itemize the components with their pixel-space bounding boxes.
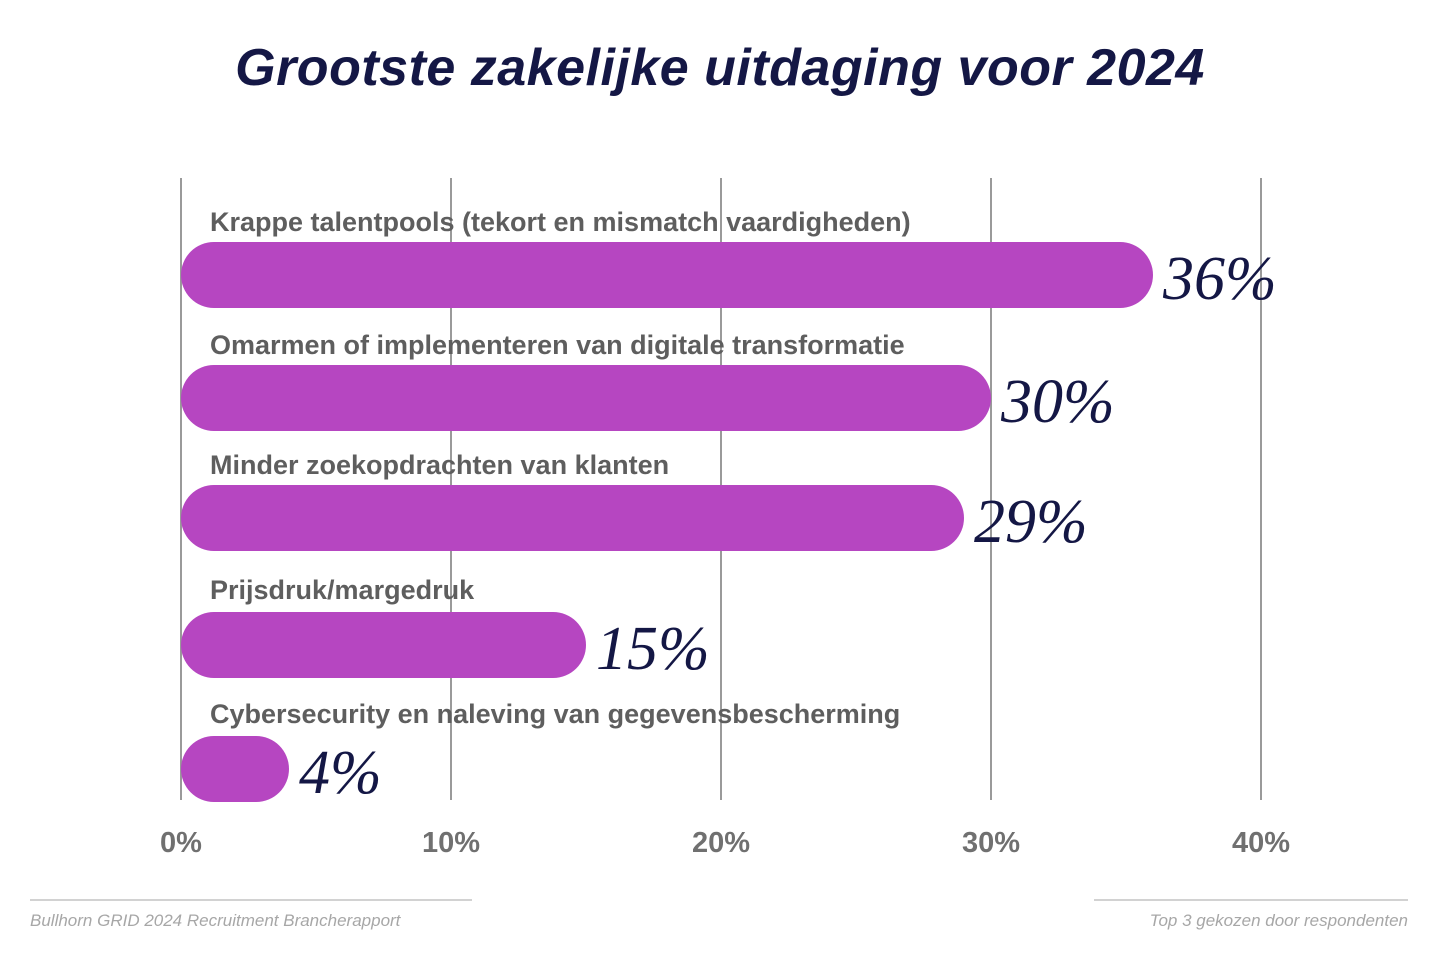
x-tick-label: 20% — [692, 827, 750, 859]
value-label: 30% — [1000, 368, 1115, 436]
category-label: Minder zoekopdrachten van klanten — [210, 450, 669, 480]
category-label: Krappe talentpools (tekort en mismatch v… — [210, 207, 911, 237]
category-label: Cybersecurity en naleving van gegevensbe… — [210, 699, 900, 729]
bar — [181, 365, 991, 431]
value-label: 36% — [1162, 245, 1277, 313]
respondent-note: Top 3 gekozen door respondenten — [1149, 911, 1408, 930]
bar-chart: Krappe talentpools (tekort en mismatch v… — [160, 178, 1290, 859]
bars — [181, 242, 1153, 802]
x-tick-label: 10% — [422, 827, 480, 859]
bar — [181, 736, 289, 802]
chart-title: Grootste zakelijke uitdaging voor 2024 — [235, 39, 1205, 97]
footer-rule-right — [1094, 899, 1408, 901]
source-note: Bullhorn GRID 2024 Recruitment Branchera… — [30, 911, 401, 930]
bar — [181, 485, 964, 551]
x-tick-label: 0% — [160, 827, 202, 859]
labels: Krappe talentpools (tekort en mismatch v… — [210, 207, 1277, 807]
footer-rule-left — [30, 899, 472, 901]
value-label: 4% — [299, 739, 382, 807]
category-label: Omarmen of implementeren van digitale tr… — [210, 330, 905, 360]
x-tick-label: 40% — [1232, 827, 1290, 859]
bar — [181, 612, 586, 678]
value-label: 29% — [974, 488, 1088, 556]
x-axis-ticks: 0% 10% 20% 30% 40% — [160, 827, 1290, 859]
x-tick-label: 30% — [962, 827, 1020, 859]
bar — [181, 242, 1153, 308]
category-label: Prijsdruk/margedruk — [210, 575, 475, 605]
value-label: 15% — [596, 615, 710, 683]
